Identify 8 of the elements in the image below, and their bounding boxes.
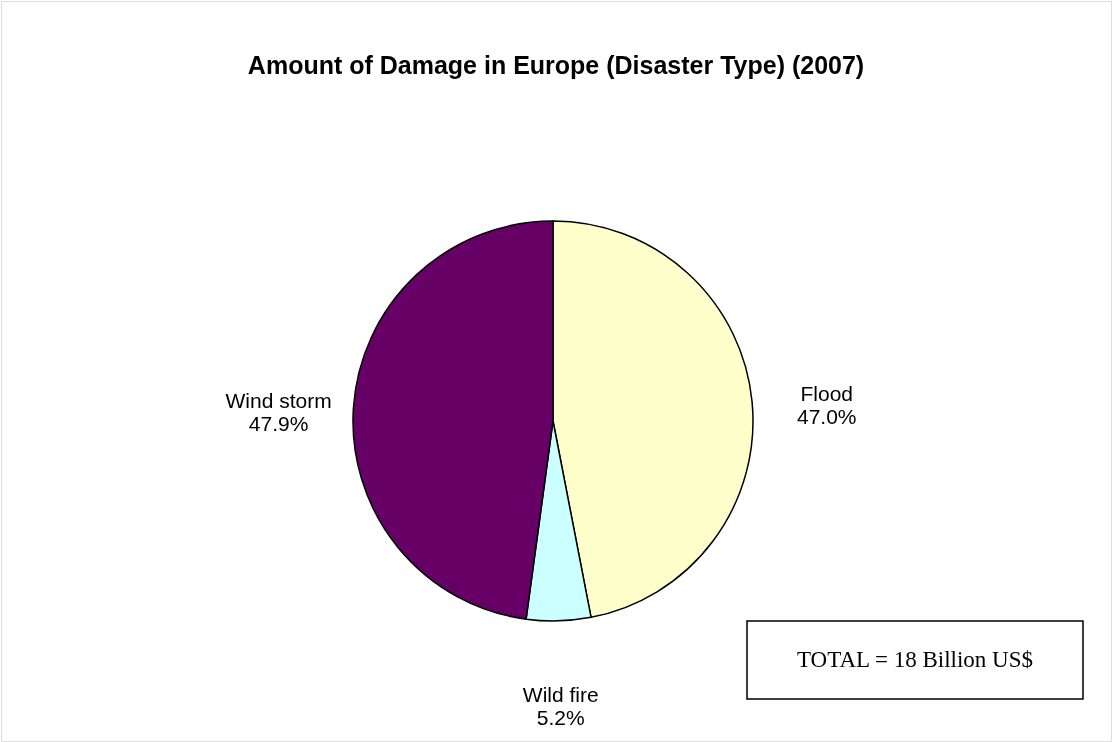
slice-label: Flood	[800, 381, 854, 405]
slice-label: Wind storm	[225, 389, 332, 413]
text: TOTAL = 18 Billion US$	[796, 647, 1034, 672]
chart-title: Amount of Damage in Europe (Disaster Type) (2007)	[247, 51, 865, 79]
slice-label: Wild fire	[522, 682, 599, 706]
data-label: 5.2%	[536, 705, 585, 729]
data-label: 47.0%	[796, 404, 857, 428]
data-label: 47.9%	[248, 412, 309, 436]
